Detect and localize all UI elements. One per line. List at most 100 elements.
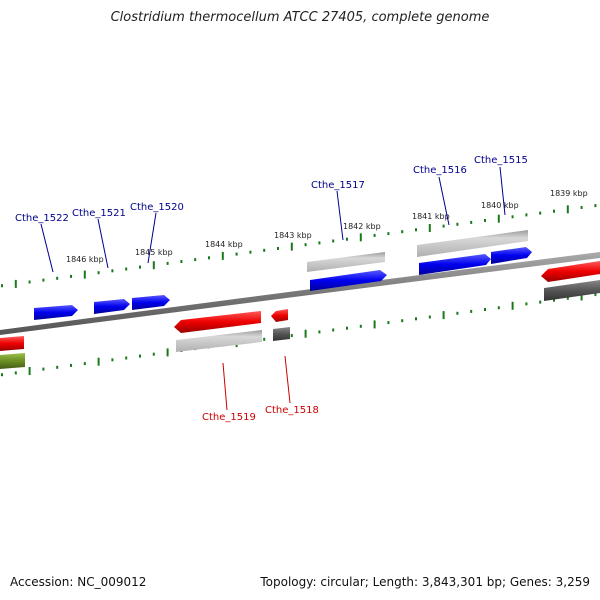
lower-minor-tick: [14, 371, 17, 375]
lower-major-tick: [304, 329, 307, 338]
tick-labels: 1846 kbp 1845 kbp 1844 kbp 1843 kbp 1842…: [66, 189, 588, 264]
upper-major-tick: [359, 233, 362, 242]
upper-minor-tick: [332, 239, 335, 243]
lower-minor-tick: [484, 308, 486, 311]
forward-features: [34, 230, 532, 320]
leader-cthe-1519: [222, 362, 228, 411]
upper-minor-tick: [70, 274, 72, 278]
upper-major-tick: [14, 279, 17, 288]
lower-minor-tick: [83, 362, 86, 366]
lower-minor-tick: [125, 356, 128, 360]
upper-tick-track: [1, 204, 597, 288]
lower-minor-tick: [497, 306, 500, 310]
feature-red-right[interactable]: [541, 261, 600, 282]
reverse-features: [0, 261, 600, 369]
upper-minor-tick: [442, 224, 445, 228]
feature-cthe-1518[interactable]: [271, 309, 288, 322]
upper-minor-tick: [318, 241, 321, 245]
tick-label-1841: 1841 kbp: [412, 212, 450, 221]
tick-label-1844: 1844 kbp: [205, 240, 243, 249]
lower-minor-tick: [332, 328, 335, 332]
leader-cthe-1522: [40, 223, 54, 273]
gene-label-cthe-1519[interactable]: Cthe_1519: [202, 412, 256, 423]
lower-minor-tick: [553, 298, 555, 302]
upper-minor-tick: [470, 220, 473, 224]
gene-label-cthe-1517[interactable]: Cthe_1517: [311, 180, 365, 191]
gene-label-cthe-1518[interactable]: Cthe_1518: [265, 405, 319, 416]
gene-label-cthe-1522[interactable]: Cthe_1522: [15, 213, 69, 224]
tick-label-1840: 1840 kbp: [481, 201, 519, 210]
lower-minor-tick: [566, 296, 569, 300]
genome-summary-text: Topology: circular; Length: 3,843,301 bp…: [260, 575, 590, 589]
upper-minor-tick: [194, 258, 197, 262]
leader-cthe-1520: [147, 212, 157, 264]
lower-major-tick: [442, 311, 445, 320]
lower-major-tick: [97, 357, 100, 366]
feature-gray-1516[interactable]: [417, 230, 528, 257]
leader-cthe-1515: [499, 166, 506, 216]
feature-darkgray-1518[interactable]: [273, 327, 290, 341]
gene-label-cthe-1521[interactable]: Cthe_1521: [72, 208, 126, 219]
feature-cthe-1517[interactable]: [310, 270, 387, 291]
upper-major-tick: [152, 261, 155, 270]
feature-cthe-1521[interactable]: [94, 299, 130, 314]
lower-minor-tick: [539, 300, 542, 304]
feature-cthe-1516[interactable]: [419, 254, 491, 275]
upper-minor-tick: [28, 280, 31, 284]
genome-backbone: [0, 252, 600, 335]
feature-darkgray-right[interactable]: [544, 280, 600, 301]
upper-minor-tick: [484, 219, 486, 222]
feature-gray-1519[interactable]: [176, 330, 262, 352]
lower-minor-tick: [470, 309, 473, 313]
upper-minor-tick: [387, 232, 390, 236]
upper-minor-tick: [1, 284, 3, 288]
upper-minor-tick: [304, 243, 307, 247]
lower-minor-tick: [111, 358, 114, 362]
lower-minor-tick: [359, 324, 362, 328]
lower-minor-tick: [56, 365, 59, 369]
upper-minor-tick: [525, 213, 528, 217]
feature-cthe-1522[interactable]: [34, 305, 78, 320]
lower-minor-tick: [346, 326, 348, 330]
gene-label-cthe-1516[interactable]: Cthe_1516: [413, 165, 467, 176]
lower-minor-tick: [401, 319, 404, 323]
gene-label-cthe-1515[interactable]: Cthe_1515: [474, 155, 528, 166]
lower-major-tick: [580, 292, 583, 301]
feature-olive-left[interactable]: [0, 353, 25, 369]
feature-cthe-1515[interactable]: [491, 247, 532, 264]
lower-minor-tick: [1, 373, 3, 377]
upper-minor-tick: [111, 269, 114, 273]
lower-major-tick: [511, 301, 514, 310]
accession-text: Accession: NC_009012: [10, 575, 147, 589]
tick-label-1842: 1842 kbp: [343, 222, 381, 231]
feature-cthe-1520[interactable]: [132, 295, 170, 310]
lower-tick-track: [1, 292, 597, 377]
upper-minor-tick: [511, 215, 514, 219]
lower-minor-tick: [42, 367, 45, 371]
lower-minor-tick: [318, 330, 321, 334]
feature-gray-1517[interactable]: [307, 252, 385, 272]
upper-minor-tick: [373, 233, 376, 237]
feature-cthe-1519[interactable]: [174, 311, 261, 333]
lower-major-tick: [166, 348, 169, 357]
feature-red-left[interactable]: [0, 336, 24, 351]
gene-label-cthe-1520[interactable]: Cthe_1520: [130, 202, 184, 213]
upper-minor-tick: [42, 278, 45, 282]
upper-major-tick: [428, 224, 431, 232]
upper-minor-tick: [235, 252, 238, 256]
lower-minor-tick: [263, 337, 266, 341]
lower-minor-tick: [387, 321, 390, 325]
leader-cthe-1516: [438, 176, 450, 226]
lower-minor-tick: [428, 315, 431, 319]
upper-minor-tick: [346, 237, 348, 241]
upper-minor-tick: [125, 267, 128, 271]
upper-major-tick: [497, 214, 500, 223]
gene-labels: Cthe_1522 Cthe_1521 Cthe_1520 Cthe_1517 …: [15, 155, 528, 423]
lower-minor-tick: [152, 352, 155, 356]
lower-minor-tick: [415, 317, 417, 321]
upper-minor-tick: [139, 265, 141, 269]
upper-major-tick: [566, 205, 569, 214]
upper-major-tick: [83, 270, 86, 279]
lower-major-tick: [28, 367, 31, 375]
